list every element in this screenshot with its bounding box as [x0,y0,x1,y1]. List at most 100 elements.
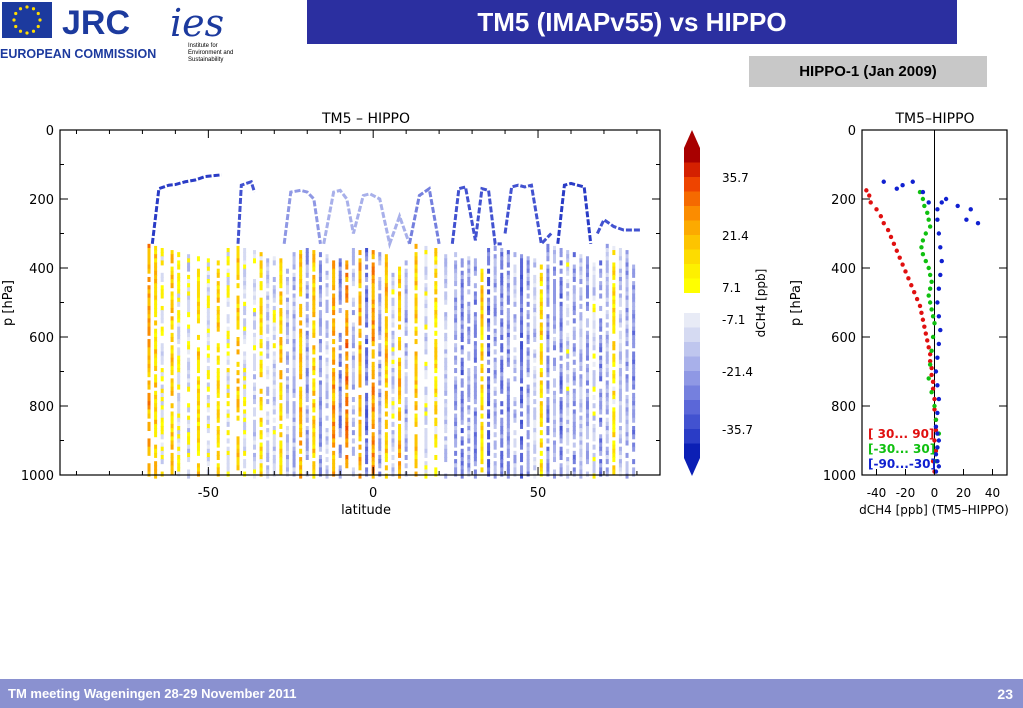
heatmap-cell [170,299,174,305]
heatmap-cell [605,421,609,427]
heatmap-cell [154,415,158,421]
profile-point [926,345,931,350]
heatmap-cell [473,411,477,417]
heatmap-cell [299,370,303,376]
heatmap-cell [625,312,629,318]
heatmap-cell [154,299,158,305]
heatmap-cell [473,374,477,380]
heatmap-cell [160,272,164,278]
heatmap-cell [585,401,589,407]
heatmap-cell [605,264,609,270]
heatmap-cell [520,365,524,371]
heatmap-cell [196,376,200,382]
heatmap-cell [279,448,283,454]
heatmap-cell [612,274,616,280]
heatmap-cell [539,450,543,456]
heatmap-cell [196,434,200,440]
heatmap-cell [365,417,369,423]
heatmap-cell [285,467,289,473]
heatmap-cell [506,274,510,280]
heatmap-cell [592,457,596,463]
heatmap-cell [625,440,629,446]
heatmap-cell [160,392,164,398]
heatmap-cell [378,368,382,374]
heatmap-cell [216,426,220,432]
colorbar-swatch [684,206,700,221]
heatmap-cell [226,409,230,415]
heatmap-cell [272,260,276,266]
heatmap-cell [338,444,342,450]
heatmap-cell [553,394,557,400]
heatmap-cell [424,320,428,326]
heatmap-cell [325,254,329,260]
heatmap-cell [147,401,151,407]
heatmap-cell [154,320,158,326]
heatmap-cell [312,287,316,293]
heatmap-cell [513,285,517,291]
heatmap-cell [444,428,448,434]
heatmap-cell [325,469,329,475]
heatmap-cell [467,380,471,386]
profile-point [909,283,914,288]
heatmap-cell [404,272,408,278]
heatmap-cell [243,293,247,299]
heatmap-cell [467,467,471,473]
heatmap-cell [487,310,491,316]
heatmap-cell [625,361,629,367]
heatmap-cell [325,394,329,400]
heatmap-cell [460,283,464,289]
heatmap-cell [404,318,408,324]
heatmap-cell [226,268,230,274]
heatmap-cell [371,337,375,342]
heatmap-cell [632,281,636,287]
heatmap-cell [292,343,296,349]
colorbar-swatch [684,371,700,386]
heatmap-cell [398,274,402,280]
profile-point [936,231,942,236]
heatmap-cell [147,347,151,353]
heatmap-cell [226,276,230,282]
heatmap-cell [493,287,497,293]
heatmap-cell [500,442,504,448]
heatmap-cell [592,394,596,400]
heatmap-cell [506,291,510,297]
heatmap-cell [579,469,583,475]
heatmap-cell [196,276,200,282]
heatmap-cell [299,279,303,285]
heatmap-cell [434,392,438,398]
heatmap-cell [305,272,309,278]
heatmap-cell [612,448,616,454]
heatmap-cell [553,283,557,289]
heatmap-cell [384,378,388,384]
heatmap-cell [566,399,570,405]
heatmap-cell [618,372,622,378]
heatmap-cell [351,276,355,282]
heatmap-cell [480,347,484,353]
heatmap-cell [506,432,510,438]
footer-text: TM meeting Wageningen 28-29 November 201… [8,686,297,701]
heatmap-cell [493,283,497,289]
heatmap-cell [480,305,484,311]
heatmap-cell [599,446,603,452]
heatmap-cell [473,432,477,438]
profile-points [864,179,981,474]
heatmap-cell [391,363,395,369]
heatmap-cell [285,314,289,320]
heatmap-cell [520,312,524,318]
heatmap-cell [559,388,563,394]
heatmap-cell [566,436,570,442]
heatmap-cell [279,328,283,334]
heatmap-cell [618,276,622,282]
heatmap-cell [454,459,458,465]
heatmap-cell [272,430,276,436]
heatmap-cell [292,297,296,303]
heatmap-cell [572,409,576,415]
heatmap-cell [292,368,296,374]
heatmap-cell [493,245,497,251]
heatmap-cell [520,299,524,305]
heatmap-cell [632,401,636,407]
heatmap-cell [391,314,395,320]
heatmap-cell [154,258,158,264]
heatmap-cell [365,397,369,403]
heatmap-cell [371,473,375,479]
